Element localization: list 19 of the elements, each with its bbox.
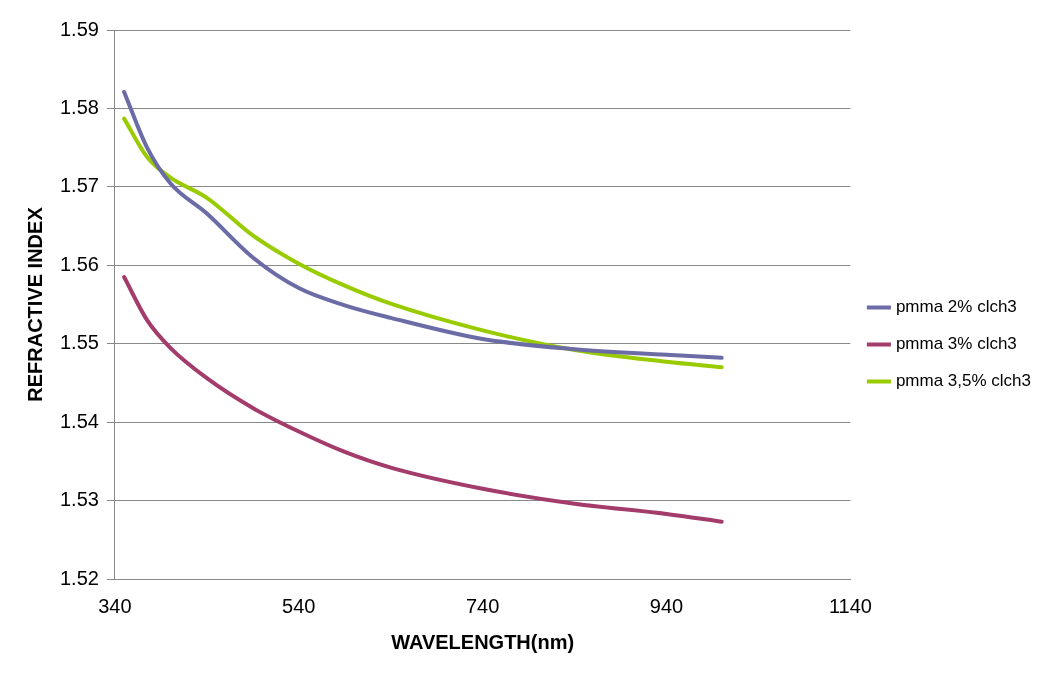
legend-label: pmma 3,5% clch3 xyxy=(895,371,1032,391)
x-axis-title: WAVELENGTH(nm) xyxy=(391,630,575,653)
y-tick-label: 1.57 xyxy=(59,174,99,197)
legend-label: pmma 3% clch3 xyxy=(895,334,1017,354)
x-tick-label: 1140 xyxy=(828,594,872,617)
y-tick-label: 1.58 xyxy=(59,95,99,118)
y-tick-label: 1.55 xyxy=(59,331,99,354)
x-tick-label: 340 xyxy=(98,594,132,617)
y-tick-label: 1.52 xyxy=(59,566,99,589)
x-tick-label: 540 xyxy=(282,594,316,617)
x-tick-label: 740 xyxy=(465,594,500,617)
y-tick-label: 1.59 xyxy=(59,17,99,40)
x-tick-label: 940 xyxy=(649,594,684,617)
y-tick-label: 1.54 xyxy=(59,409,99,432)
y-axis-title: REFRACTIVE INDEX xyxy=(23,206,46,402)
y-tick-label: 1.56 xyxy=(59,252,99,275)
line-series xyxy=(122,275,724,524)
y-tick-label: 1.53 xyxy=(59,488,99,511)
legend-label: pmma 2% clch3 xyxy=(895,297,1017,317)
